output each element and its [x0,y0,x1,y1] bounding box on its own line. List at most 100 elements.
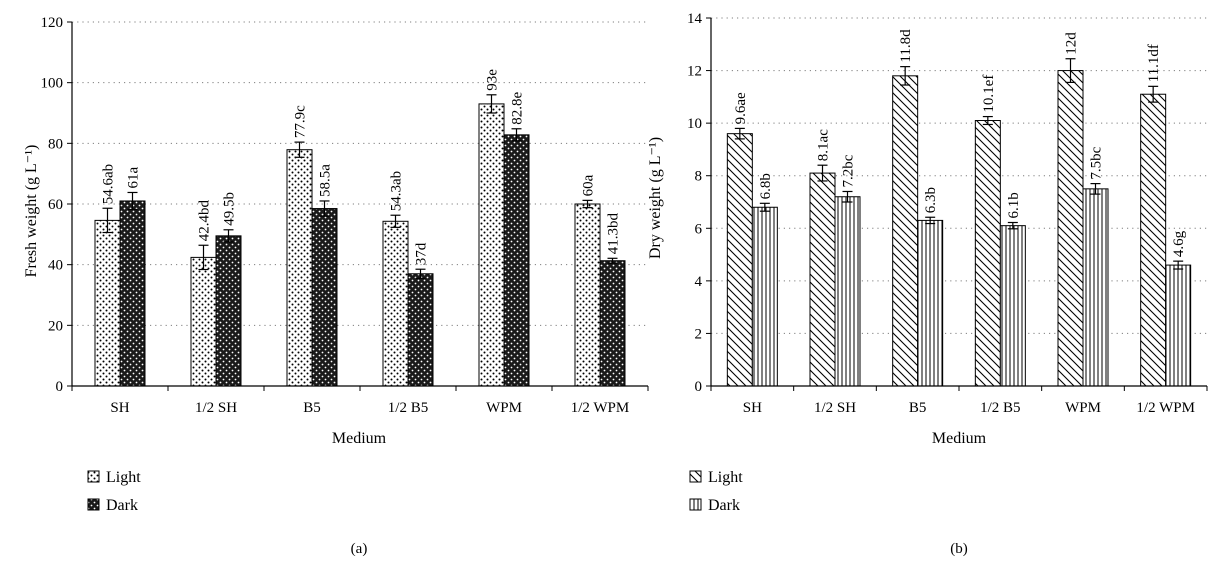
y-tick-label: 40 [48,258,63,274]
x-tick-label: B5 [909,400,927,416]
legend-swatch-dark [689,498,702,511]
bar-light-sh [94,219,121,387]
x-tick-label: 1/2 B5 [980,400,1020,416]
data-label: 58.5a [318,164,334,197]
bar-light-1-2-wpm [1140,93,1167,387]
bar-light-wpm [1057,70,1084,387]
data-label: 11.1df [1146,44,1162,82]
legend: Light Dark [689,469,743,514]
data-label: 37d [414,242,430,265]
bar-light-1-2-b5 [382,220,409,387]
bar-light-b5 [286,149,313,387]
x-tick-label: B5 [303,400,321,416]
legend-label-light: Light [708,469,743,486]
y-tick-label: 60 [48,197,63,213]
bar-dark-sh [751,206,778,387]
bar-light-1-2-sh [190,256,217,387]
bar-light-1-2-sh [809,172,836,387]
data-label: 93e [485,69,501,91]
error-bars [102,94,618,279]
y-tick-label: 6 [695,221,703,237]
data-label: 12d [1064,32,1080,55]
data-labels: 54.6ab 61a 42.4bd 49.5b 77.9c 58.5a 54.3ab 37d 9… [101,69,622,265]
data-label: 11.8d [898,29,914,63]
data-label: 41.3bd [606,213,622,255]
y-tick-label: 2 [695,326,703,342]
y-tick-labels: 0 20 40 60 80 100 120 [41,15,64,395]
axes [67,21,649,391]
x-tick-label: 1/2 SH [814,400,856,416]
data-label: 6.1b [1006,192,1022,218]
x-tick-label: 1/2 SH [195,400,237,416]
y-tick-label: 120 [41,15,64,31]
bar-dark-1-2-b5 [999,225,1026,387]
bar-dark-b5 [311,208,338,387]
bar-dark-wpm [503,134,530,387]
data-label: 82.8e [510,92,526,125]
data-label: 60a [581,174,597,196]
data-label: 9.6ae [733,92,749,124]
axes [706,17,1208,391]
data-label: 61a [126,166,142,188]
bar-dark-1-2-wpm [599,260,626,387]
x-tick-labels: SH 1/2 SH B5 1/2 B5 WPM 1/2 WPM [110,400,629,416]
data-label: 42.4bd [197,200,213,242]
error-bars [734,58,1184,270]
legend-label-light: Light [106,469,141,486]
bar-dark-wpm [1082,188,1109,387]
bar-dark-1-2-sh [834,196,861,387]
y-tick-label: 4 [695,274,703,290]
data-label: 7.5bc [1089,146,1105,179]
x-tick-label: 1/2 WPM [571,400,629,416]
panel-label: (b) [950,541,968,557]
y-tick-label: 80 [48,136,63,152]
bar-light-sh [726,133,753,387]
data-label: 6.8b [758,173,774,199]
data-label: 54.3ab [389,171,405,211]
x-tick-label: WPM [486,400,522,416]
bars [94,103,626,387]
bar-light-1-2-b5 [974,120,1001,387]
y-tick-label: 20 [48,318,63,334]
bar-light-b5 [892,75,919,387]
legend: Light Dark [87,469,141,514]
legend-label-dark: Dark [708,497,740,514]
y-tick-label: 8 [695,169,703,185]
x-tick-label: 1/2 B5 [388,400,428,416]
x-tick-label: SH [110,400,129,416]
bars [726,70,1192,387]
legend-label-dark: Dark [106,497,138,514]
bar-dark-sh [119,200,146,387]
y-tick-label: 14 [687,11,703,27]
legend-swatch-dark [87,498,100,511]
x-tick-label: SH [743,400,762,416]
legend-swatch-light [689,470,702,483]
data-label: 8.1ac [816,129,832,161]
bar-dark-b5 [917,219,944,387]
y-tick-label: 0 [56,379,64,395]
y-tick-label: 10 [687,116,702,132]
data-labels: 9.6ae 6.8b 8.1ac 7.2bc 11.8d 6.3b 10.1ef 6.1b 12… [733,29,1187,257]
bar-dark-1-2-sh [215,235,242,387]
y-tick-label: 12 [687,64,702,80]
y-tick-label: 0 [695,379,703,395]
data-label: 4.6g [1171,230,1187,257]
legend-swatch-light [87,470,100,483]
grid-lines [711,17,1207,334]
data-label: 10.1ef [981,75,997,113]
data-label: 7.2bc [841,154,857,187]
y-axis-title: Fresh weight (g L⁻¹) [23,145,40,278]
data-label: 77.9c [293,105,309,138]
y-tick-label: 100 [41,76,64,92]
y-axis-title: Dry weight (g L⁻¹) [647,137,664,259]
bar-light-wpm [478,103,505,387]
x-tick-labels: SH 1/2 SH B5 1/2 B5 WPM 1/2 WPM [743,400,1195,416]
data-label: 6.3b [923,187,939,213]
bar-dark-1-2-wpm [1165,264,1192,387]
x-axis-title: Medium [332,430,387,447]
bar-light-1-2-wpm [574,203,601,387]
data-label: 49.5b [222,192,238,226]
x-axis-title: Medium [932,430,987,447]
panel-label: (a) [351,541,368,557]
